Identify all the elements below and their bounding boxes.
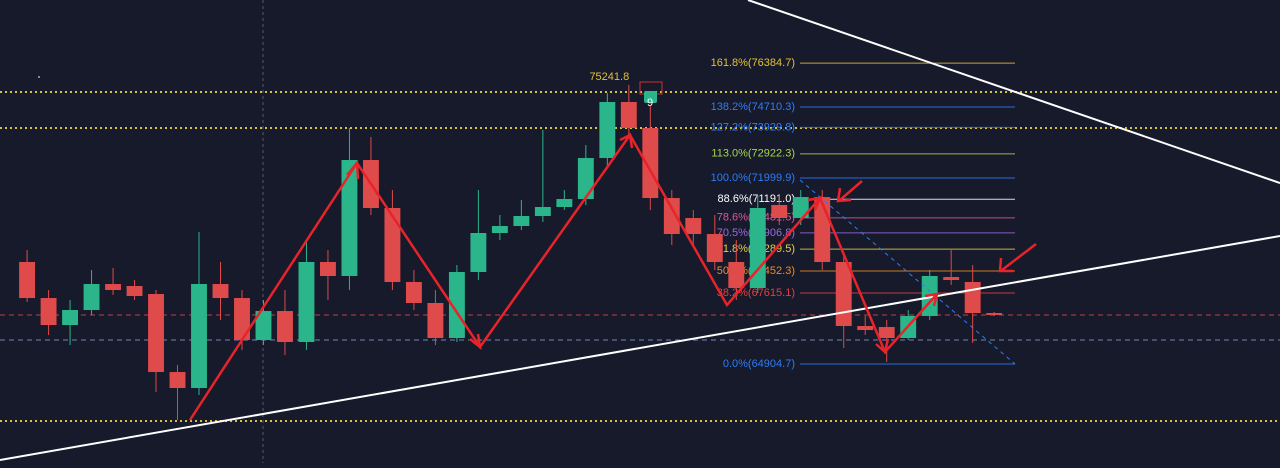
fib-label: 127.2%(73929.8)	[711, 121, 795, 133]
candle-body	[749, 208, 766, 289]
candle-body	[448, 272, 465, 339]
candle-body	[642, 127, 659, 199]
candle-body	[663, 198, 680, 235]
candle-body	[771, 205, 788, 219]
candle-body	[384, 208, 401, 282]
wave-path	[188, 132, 938, 421]
candle-body	[685, 218, 702, 235]
candle-body	[83, 284, 100, 311]
candle-body	[943, 277, 960, 281]
candle-body	[599, 101, 616, 159]
candle-body	[191, 284, 207, 389]
candle-body	[878, 327, 895, 339]
candle-body	[255, 311, 272, 341]
fib-diagonal	[799, 179, 1016, 365]
candle-body	[341, 160, 358, 276]
candle-body	[148, 294, 164, 373]
candle-body	[234, 298, 250, 341]
fib-label: 100.0%(71999.9)	[711, 172, 795, 184]
annotation: 9	[647, 97, 653, 109]
fib-label: 113.0%(72922.3)	[711, 148, 795, 160]
arrowhead	[346, 159, 360, 180]
dot	[38, 76, 40, 78]
candle-body	[835, 261, 852, 327]
candle-body	[40, 298, 57, 326]
candle-body	[556, 199, 573, 208]
candle-body	[320, 261, 336, 276]
candle-body	[62, 310, 79, 326]
candle-body	[986, 313, 1003, 316]
candle-body	[105, 284, 121, 291]
pointer-arrow	[839, 180, 863, 201]
candle-body	[534, 207, 551, 216]
fib-label: 38.2%(67615.1)	[717, 287, 795, 299]
candle-body	[126, 286, 143, 296]
signal-badge	[644, 91, 657, 103]
annotation: 75241.8	[589, 71, 629, 83]
arrowhead	[998, 257, 1013, 273]
trend-line	[747, 0, 1280, 184]
candle-body	[728, 261, 745, 289]
candle-body	[298, 261, 315, 343]
fib-label: 161.8%(76384.7)	[711, 57, 795, 69]
candle-body	[427, 302, 444, 339]
candle-body	[620, 101, 637, 128]
candle-body	[577, 158, 594, 200]
candle-body	[405, 281, 422, 303]
candle-body	[857, 326, 874, 331]
arrows	[188, 132, 1037, 421]
arrowhead	[924, 292, 939, 307]
fib-label: 0.0%(64904.7)	[723, 358, 795, 370]
arrowhead	[836, 187, 852, 203]
candle-body	[470, 233, 487, 273]
arrowhead	[875, 338, 890, 355]
candle-body	[513, 215, 530, 227]
candle-body	[964, 281, 981, 314]
fib-label: 138.2%(74710.3)	[711, 101, 795, 113]
candle-body	[491, 226, 508, 234]
candle-body	[169, 372, 186, 389]
arrowhead	[619, 133, 634, 149]
candle-body	[706, 234, 723, 262]
candle-body	[792, 197, 809, 219]
candle-body	[277, 311, 293, 343]
pointer-arrow	[1001, 243, 1037, 271]
fib-label: 88.6%(71191.0)	[718, 193, 795, 205]
trend-line	[0, 235, 1280, 461]
arrowhead	[469, 333, 482, 350]
candle-body	[212, 284, 229, 299]
arrowhead	[807, 196, 823, 211]
candle-body	[19, 261, 36, 299]
